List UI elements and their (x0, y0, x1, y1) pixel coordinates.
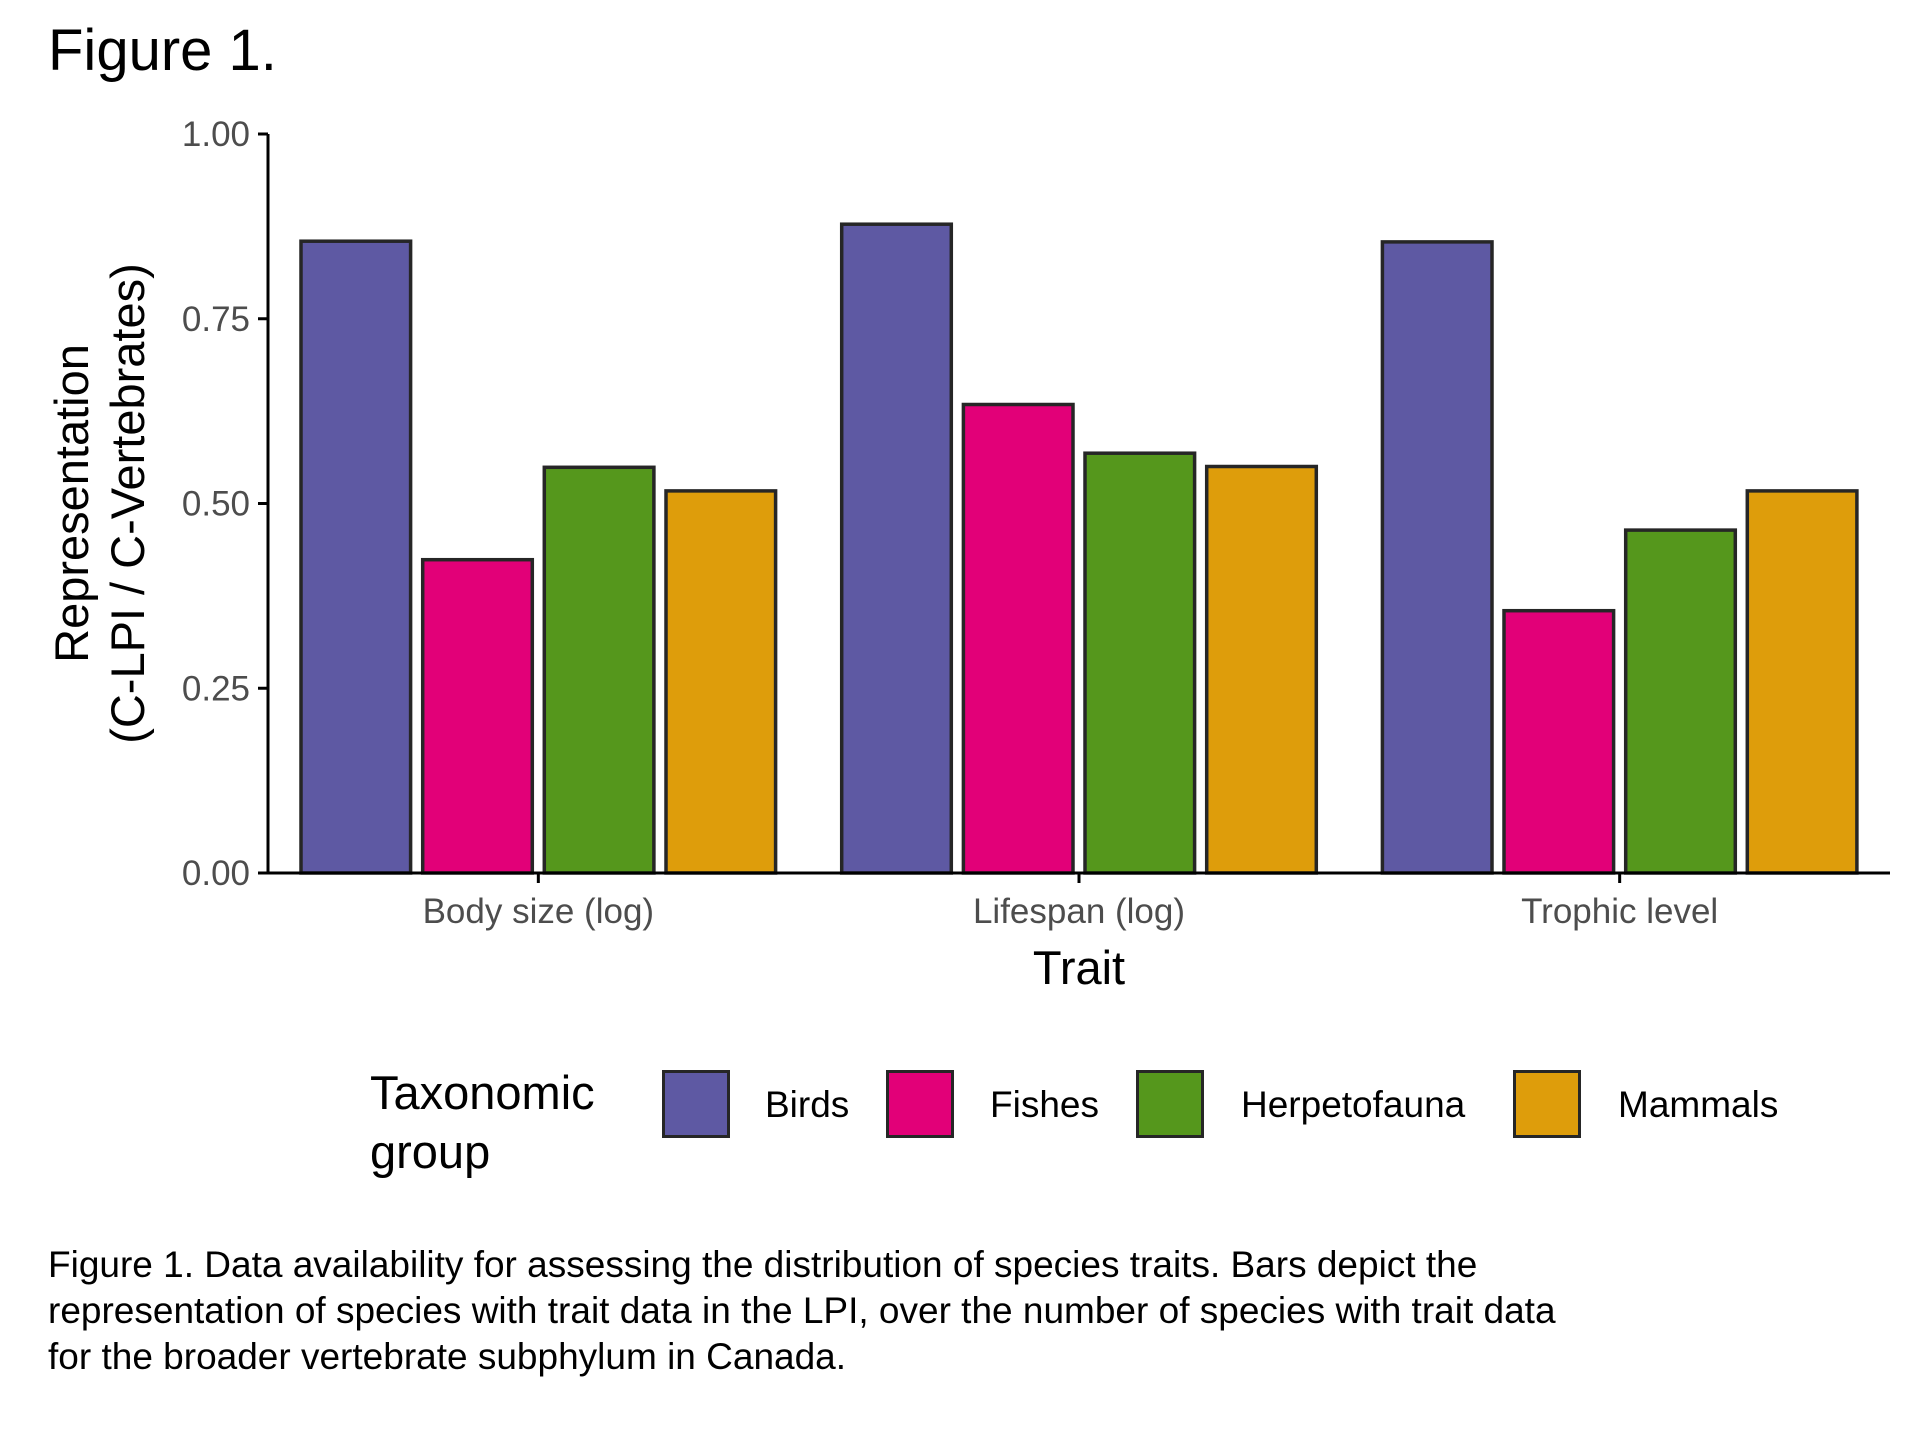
x-axis-title: Trait (1033, 941, 1125, 994)
legend-title-line-1: Taxonomic (370, 1066, 595, 1119)
legend-label-herpetofauna: Herpetofauna (1241, 1084, 1466, 1125)
y-tick-label: 0.50 (182, 485, 250, 524)
y-axis-title-line-2: (C-LPI / C-Vertebrates) (101, 263, 154, 744)
legend-label-birds: Birds (765, 1084, 850, 1125)
legend-key-birds (662, 1070, 730, 1138)
y-tick-label: 0.75 (182, 300, 250, 339)
legend-label-fishes: Fishes (990, 1084, 1099, 1125)
y-axis: 0.00 0.25 0.50 0.75 1.00 (182, 115, 270, 893)
legend-key-mammals (1513, 1070, 1581, 1138)
x-axis: Body size (log) Lifespan (log) Trophic lev… (266, 871, 1890, 931)
y-axis-title-line-1: Representation (45, 344, 98, 663)
bar-fishes-2 (961, 402, 1075, 875)
x-tick-label: Body size (log) (423, 892, 654, 931)
bar-fishes-3 (1502, 608, 1616, 875)
legend-label-mammals: Mammals (1618, 1084, 1779, 1125)
legend-key-fishes (886, 1070, 954, 1138)
x-tick-label: Lifespan (log) (973, 892, 1185, 931)
bar-herpetofauna-1 (542, 465, 656, 875)
figure-caption: Figure 1. Data availability for assessin… (48, 1244, 1556, 1377)
bar-mammals-3 (1745, 489, 1859, 875)
legend-title-line-2: group (370, 1125, 491, 1178)
bar-birds-2 (839, 222, 954, 875)
y-axis-title: Representation(C-LPI / C-Vertebrates) (45, 263, 154, 744)
bar-herpetofauna-3 (1623, 528, 1738, 875)
bar-mammals-1 (664, 489, 778, 875)
bar-birds-1 (299, 239, 413, 875)
x-tick-label: Trophic level (1521, 892, 1718, 931)
bar-fishes-1 (420, 557, 535, 875)
y-tick-label: 0.00 (182, 854, 250, 893)
bar-birds-3 (1380, 240, 1494, 875)
legend-key-herpetofauna (1136, 1070, 1204, 1138)
bars-group (299, 222, 1859, 875)
bar-herpetofauna-2 (1083, 451, 1197, 875)
figure-label: Figure 1. (48, 18, 277, 83)
y-tick-label: 1.00 (182, 115, 250, 154)
y-tick-label: 0.25 (182, 669, 250, 708)
bar-mammals-2 (1204, 464, 1319, 875)
legend-title: Taxonomic group (370, 1063, 595, 1181)
bar-chart: 0.00 0.25 0.50 0.75 1.00 Body size (log) Life… (45, 115, 1890, 994)
